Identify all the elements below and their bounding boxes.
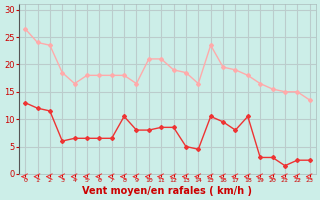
X-axis label: Vent moyen/en rafales ( km/h ): Vent moyen/en rafales ( km/h ) xyxy=(82,186,252,196)
